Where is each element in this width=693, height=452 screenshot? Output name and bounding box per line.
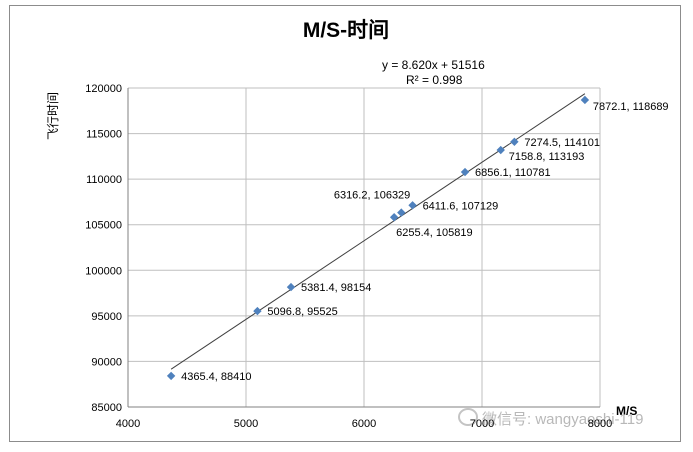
y-tick-label: 90000 bbox=[91, 356, 122, 368]
data-point bbox=[389, 213, 399, 222]
y-tick-label: 120000 bbox=[85, 83, 122, 95]
data-label: 5381.4, 98154 bbox=[301, 282, 371, 294]
x-tick-label: 5000 bbox=[234, 418, 258, 430]
data-label: 7274.5, 114101 bbox=[524, 137, 600, 149]
data-label: 6856.1, 110781 bbox=[475, 167, 551, 179]
x-tick-label: 8000 bbox=[588, 418, 612, 430]
x-axis-label: M/S bbox=[616, 404, 638, 418]
data-point bbox=[496, 145, 505, 155]
y-tick-label: 85000 bbox=[91, 402, 122, 414]
chart-title: M/S-时间 bbox=[302, 19, 390, 42]
wechat-icon bbox=[458, 408, 478, 426]
data-label: 4365.4, 88410 bbox=[181, 371, 251, 383]
x-tick-label: 7000 bbox=[470, 418, 494, 430]
y-tick-label: 110000 bbox=[86, 174, 122, 186]
data-label: 5096.8, 95525 bbox=[267, 306, 337, 318]
data-label: 7158.8, 113193 bbox=[509, 151, 585, 163]
data-label: 6411.6, 107129 bbox=[423, 200, 499, 212]
watermark-text: 微信号: wangyaoshi-119 bbox=[482, 411, 644, 428]
trendline bbox=[170, 93, 586, 370]
data-point bbox=[253, 306, 262, 316]
trendline-equation: y = 8.620x + 51516 bbox=[382, 58, 485, 72]
data-label: 7872.1, 118689 bbox=[593, 101, 669, 113]
x-tick-label: 6000 bbox=[352, 418, 376, 430]
y-tick-label: 115000 bbox=[86, 129, 122, 141]
data-point bbox=[166, 371, 176, 381]
data-point bbox=[580, 95, 590, 105]
data-point bbox=[510, 137, 519, 146]
watermark: 微信号: wangyaoshi-119 bbox=[458, 408, 643, 429]
y-tick-label: 100000 bbox=[85, 265, 122, 277]
chart-frame: M/S-时间 y = 8.620x + 51516 R² = 0.998 飞行时… bbox=[9, 5, 681, 442]
data-label: 6316.2, 106329 bbox=[334, 190, 410, 202]
x-tick-label: 4000 bbox=[116, 418, 140, 430]
scatter-plot: 85000 90000 95000 100000 105000 110000 115000 1… bbox=[85, 83, 669, 430]
y-tick-label: 105000 bbox=[85, 220, 122, 232]
data-point bbox=[460, 167, 470, 177]
y-tick-label: 95000 bbox=[91, 311, 122, 323]
trendline-r-squared: R² = 0.998 bbox=[406, 73, 463, 87]
data-point bbox=[397, 208, 406, 217]
data-point bbox=[286, 282, 296, 292]
data-point bbox=[408, 201, 417, 210]
data-label: 6255.4, 105819 bbox=[396, 227, 472, 239]
